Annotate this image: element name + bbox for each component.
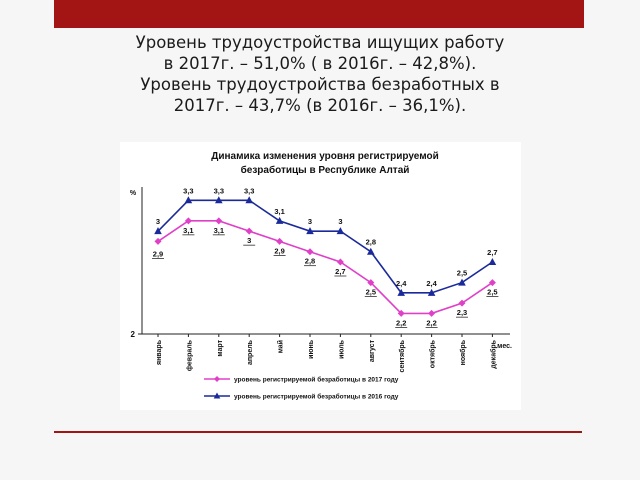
unemployment-line-chart: Динамика изменения уровня регистрируемой…: [130, 151, 512, 401]
point-marker-1-2: [215, 196, 223, 204]
data-label-0-4: 2,9: [274, 246, 284, 255]
point-marker-0-4: [276, 237, 284, 245]
chart-panel: Динамика изменения уровня регистрируемой…: [120, 142, 521, 410]
series-layer: [154, 196, 497, 317]
tick-layer: 2 январь февраль март апрель май июнь июль авгус…: [131, 330, 498, 372]
y-tick-label: 2: [131, 330, 136, 339]
x-tick-label-2: март: [217, 339, 224, 356]
point-marker-0-5: [306, 248, 314, 256]
heading-line-2: в 2017г. – 51,0% ( в 2016г. – 42,8%).: [163, 54, 477, 73]
point-marker-0-2: [215, 217, 223, 225]
data-label-1-0: 3: [156, 217, 160, 226]
x-tick-label-5: июнь: [308, 339, 315, 359]
point-marker-0-6: [336, 258, 344, 266]
point-marker-0-1: [184, 217, 192, 225]
point-marker-1-7: [367, 247, 375, 255]
data-label-1-11: 2,7: [487, 248, 497, 257]
data-label-0-7: 2,5: [366, 288, 376, 297]
point-marker-1-3: [245, 196, 253, 204]
data-label-0-5: 2,8: [305, 257, 315, 266]
data-label-0-9: 2,2: [426, 318, 436, 327]
data-label-0-1: 3,1: [183, 226, 193, 235]
point-marker-0-11: [488, 279, 496, 287]
chart-title-line-2: безработицы в Республике Алтай: [241, 164, 410, 176]
point-marker-0-10: [458, 299, 466, 307]
series-line-1: [157, 199, 493, 294]
data-label-1-3: 3,3: [244, 186, 254, 195]
point-marker-1-8: [397, 288, 405, 296]
data-label-layer: 2,9 3,1 3,1 3 2,9 2,8 2,7 2,5 2,2 2,2 2,3 2,5 3 3,3 3,…: [152, 186, 499, 328]
point-marker-1-11: [488, 258, 497, 265]
legend-marker-1: [213, 392, 221, 399]
data-label-0-3: 3: [247, 236, 251, 245]
series-line-0: [157, 220, 493, 315]
point-marker-1-6: [336, 227, 345, 235]
point-marker-1-0: [154, 227, 162, 235]
x-tick-label-11: декабрь: [489, 339, 497, 368]
chart-title-line-1: Динамика изменения уровня регистрируемой: [211, 151, 439, 162]
top-accent-bar: [54, 0, 584, 28]
heading-line-1: Уровень трудоустройства ищущих работу: [135, 33, 505, 52]
slide-heading: Уровень трудоустройства ищущих работу в …: [40, 32, 600, 116]
data-label-1-1: 3,3: [183, 186, 193, 195]
data-label-0-6: 2,7: [335, 267, 345, 276]
data-label-0-10: 2,3: [457, 308, 467, 317]
data-label-1-6: 3: [338, 217, 342, 226]
point-marker-0-9: [428, 309, 436, 317]
heading-line-3: Уровень трудоустройства безработных в: [140, 75, 500, 94]
x-tick-label-6: июль: [338, 339, 345, 359]
point-marker-0-8: [397, 309, 405, 317]
data-label-1-9: 2,4: [426, 279, 437, 288]
data-label-0-0: 2,9: [153, 249, 163, 258]
data-label-1-7: 2,8: [366, 238, 376, 247]
data-label-1-4: 3,1: [274, 207, 284, 216]
x-tick-label-9: октябрь: [429, 339, 437, 368]
data-label-0-2: 3,1: [214, 226, 224, 235]
x-tick-label-7: август: [369, 339, 376, 362]
chart-legend: уровень регистрируемой безработицы в 201…: [204, 376, 399, 401]
legend-marker-0: [214, 376, 220, 382]
legend-label-0: уровень регистрируемой безработицы в 201…: [234, 376, 399, 384]
point-marker-1-5: [306, 227, 314, 235]
x-axis-unit: мес.: [497, 343, 512, 350]
point-marker-1-10: [458, 278, 466, 286]
x-tick-label-10: ноябрь: [459, 339, 467, 365]
point-marker-0-3: [245, 227, 253, 235]
data-label-1-10: 2,5: [457, 269, 467, 278]
bottom-accent-rule: [54, 431, 582, 433]
point-marker-0-7: [367, 279, 375, 287]
point-marker-0-0: [154, 237, 162, 245]
data-label-0-11: 2,5: [487, 288, 497, 297]
data-label-1-5: 3: [308, 217, 312, 226]
heading-line-4: 2017г. – 43,7% (в 2016г. – 36,1%).: [173, 96, 467, 115]
point-marker-1-9: [427, 288, 436, 296]
legend-label-1: уровень регистрируемой безработицы в 201…: [234, 393, 399, 401]
data-label-1-2: 3,3: [214, 186, 224, 195]
x-tick-label-4: май: [277, 340, 285, 353]
x-tick-label-3: апрель: [247, 339, 254, 365]
x-tick-label-8: сентябрь: [398, 339, 406, 372]
x-tick-label-0: январь: [156, 339, 163, 365]
data-label-0-8: 2,2: [396, 318, 406, 327]
x-tick-label-1: февраль: [186, 339, 193, 371]
point-marker-1-4: [275, 216, 284, 224]
point-marker-1-1: [184, 196, 193, 204]
data-label-1-8: 2,4: [396, 279, 407, 288]
y-axis-unit: %: [130, 190, 137, 197]
